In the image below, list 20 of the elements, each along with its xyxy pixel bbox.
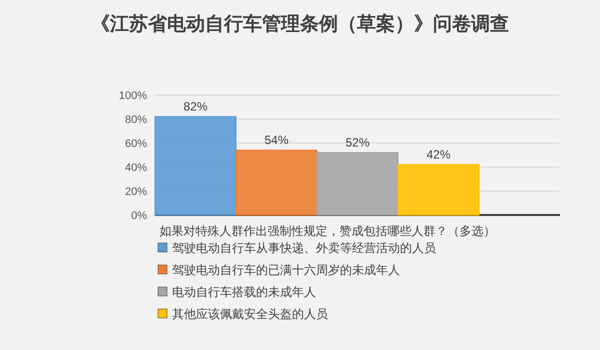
bar <box>398 164 480 216</box>
legend-label: 驾驶电动自行车从事快递、外卖等经营活动的人员 <box>172 241 436 255</box>
bar <box>154 116 236 216</box>
y-tick-label: 40% <box>124 162 148 174</box>
legend-label: 驾驶电动自行车的已满十六周岁的未成年人 <box>172 263 400 277</box>
legend-label: 电动自行车搭载的未成年人 <box>172 285 316 299</box>
x-axis-title: 如果对特殊人群作出强制性规定，赞成包括哪些人群？（多选） <box>160 224 496 238</box>
y-tick-label: 80% <box>124 114 148 126</box>
y-tick-label: 60% <box>124 138 148 150</box>
y-tick-label: 20% <box>124 186 148 198</box>
y-tick-label: 100% <box>118 90 148 102</box>
chart-title: 《江苏省电动自行车管理条例（草案）》问卷调查 <box>91 13 509 35</box>
legend-label: 其他应该佩戴安全头盔的人员 <box>172 307 328 321</box>
data-label: 54% <box>264 133 289 148</box>
data-label: 52% <box>345 136 370 150</box>
bar <box>316 152 398 216</box>
data-label: 42% <box>426 148 451 162</box>
bar <box>236 150 318 216</box>
data-label: 82% <box>183 100 208 114</box>
y-tick-label: 0% <box>131 210 148 222</box>
